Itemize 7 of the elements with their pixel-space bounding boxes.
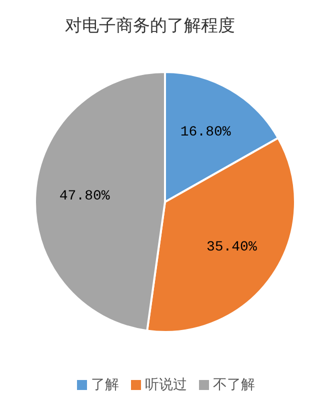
data-label: 16.80% [180, 124, 232, 140]
legend-label: 不了解 [212, 376, 255, 394]
data-label: 47.80% [59, 188, 110, 204]
chart-title: 对电子商务的了解程度 [64, 15, 236, 37]
data-label: 35.40% [206, 239, 258, 256]
legend-label: 了解 [90, 376, 119, 394]
legend-label: 听说过 [144, 376, 187, 394]
